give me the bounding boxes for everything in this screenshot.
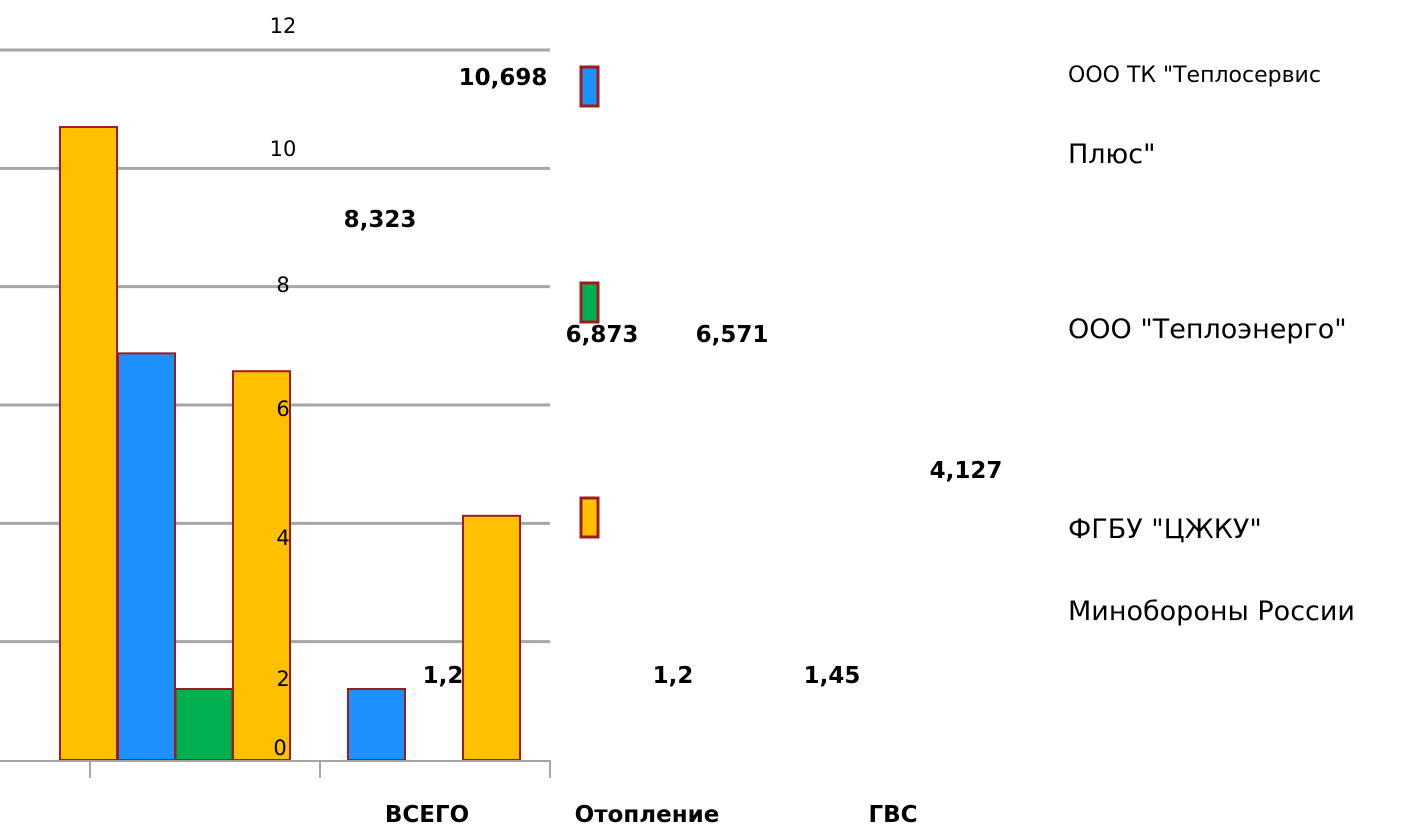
y-tick-label: 8 (276, 273, 289, 297)
y-tick-labels: 0 2 4 6 8 10 12 (270, 14, 297, 760)
bar (59, 126, 118, 762)
legend-swatch (579, 65, 600, 108)
legend-label-teploservis-line1: ООО ТК "Теплосервис (1068, 63, 1321, 88)
category-label: ВСЕГО (385, 802, 469, 828)
y-tick-label: 6 (276, 397, 289, 421)
data-label: 4,127 (930, 458, 1003, 484)
data-label: 1,2 (653, 663, 694, 689)
category-label: Отопление (575, 802, 720, 828)
data-label: 6,873 (566, 322, 639, 348)
y-tick-label: 10 (270, 137, 297, 161)
y-tick-label: 0 (273, 736, 286, 760)
legend-swatches (579, 65, 600, 539)
data-label: 1,2 (423, 663, 464, 689)
y-tick-label: 2 (276, 667, 289, 691)
bar (174, 688, 234, 761)
legend-label-czhku-line2: Минобороны России (1068, 596, 1355, 627)
data-label: 6,571 (696, 322, 769, 348)
data-label: 10,698 (459, 65, 548, 91)
data-label: 8,323 (344, 207, 417, 233)
legend-swatch (579, 496, 600, 539)
x-axis (0, 760, 551, 778)
legend-label-teploservis-line2: Плюс" (1068, 139, 1156, 170)
bar (462, 514, 521, 761)
legend-label-teploenergo: ООО "Теплоэнерго" (1068, 314, 1347, 345)
y-tick-label: 4 (276, 526, 289, 550)
data-labels: 10,698 8,323 6,873 6,571 4,127 1,2 1,2 1,45 (344, 65, 1003, 689)
y-tick-label: 12 (270, 14, 297, 38)
legend-label-czhku-line1: ФГБУ "ЦЖКУ" (1068, 514, 1262, 545)
legend-swatch (579, 281, 600, 324)
bars (59, 126, 521, 762)
data-label: 1,45 (804, 663, 861, 689)
category-label: ГВС (868, 802, 917, 828)
category-labels: ВСЕГО Отопление ГВС (385, 802, 918, 828)
bar (117, 352, 176, 761)
bar (347, 688, 406, 761)
bar (232, 370, 291, 761)
